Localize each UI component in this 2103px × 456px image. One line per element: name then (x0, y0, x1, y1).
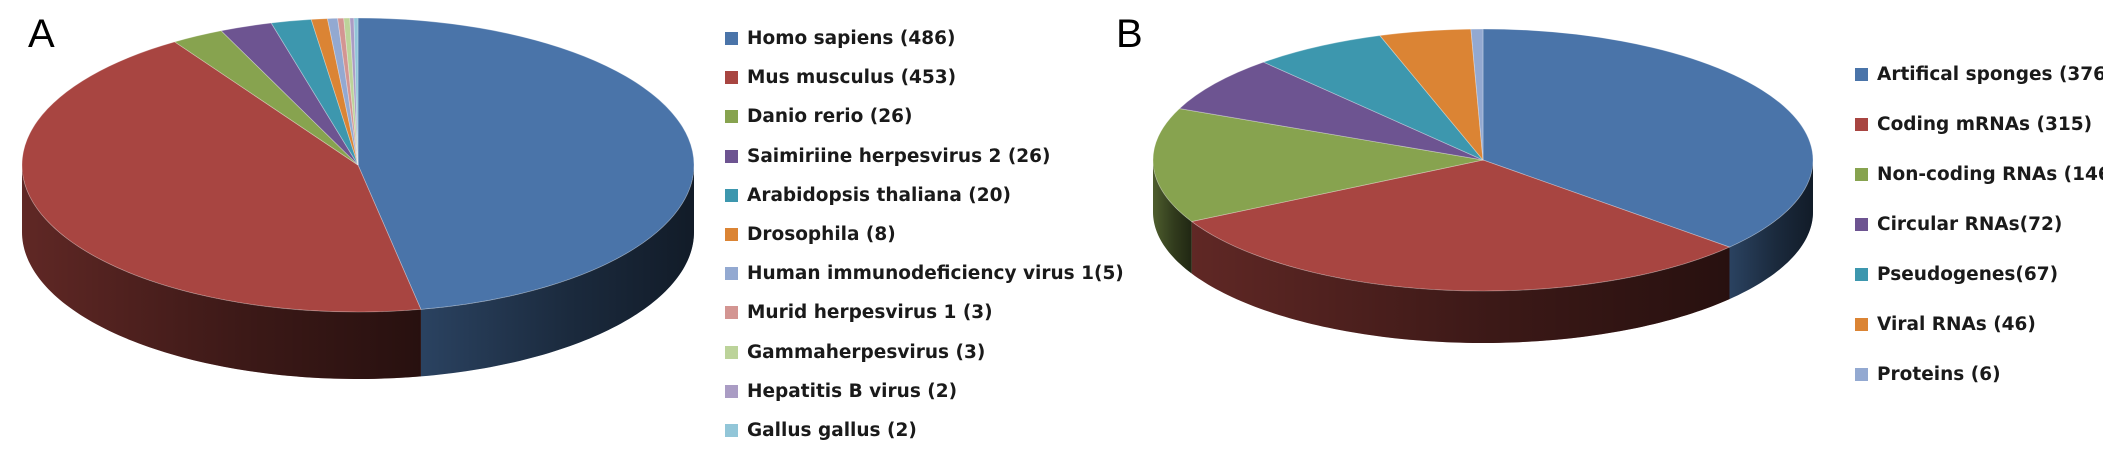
legend-a: Homo sapiens (486) Mus musculus (453) Dani… (725, 28, 1124, 448)
pie-a-legend-label: Gallus gallus (2) (747, 420, 917, 441)
pie-a-legend-item: Human immunodeficiency virus 1(5) (725, 263, 1124, 284)
pie-a-legend-label: Saimiriine herpesvirus 2 (26) (747, 145, 1051, 167)
pie-b-legend-item: Artifical sponges (376) (1855, 64, 2103, 85)
pie-a-legend-swatch (725, 149, 738, 163)
pie-a-legend-swatch (725, 228, 738, 241)
pie-b-legend-swatch (1855, 68, 1868, 81)
panel-label-b: B (1116, 12, 1143, 56)
pie-a-legend-swatch (725, 71, 738, 85)
pie-b-legend-label: Pseudogenes(67) (1877, 264, 2059, 285)
pie-b-side-shade-0 (1729, 160, 1813, 300)
pie-b-legend-swatch (1855, 218, 1868, 231)
panel-label-a: A (28, 12, 55, 56)
pie-b-legend-item: Proteins (6) (1855, 364, 2001, 385)
pie-a-slice-3 (220, 22, 359, 166)
pie-a-legend-label: Gammaherpesvirus (3) (747, 341, 986, 363)
pie-a-legend-item: Mus musculus (453) (725, 67, 956, 88)
pie-a-legend-swatch (725, 110, 738, 124)
pie-a-legend-swatch (725, 188, 738, 202)
pie-a-legend-label: Mus musculus (453) (747, 67, 957, 89)
legend-b: Artifical sponges (376) Coding mRNAs (315… (1855, 64, 2103, 404)
pie-b-legend-item: Circular RNAs(72) (1855, 214, 2062, 235)
pie-a-legend-label: Human immunodeficiency virus 1(5) (747, 263, 1124, 285)
pie-b-slice-2 (1152, 108, 1484, 222)
pie-a-slice-4 (270, 19, 359, 166)
pie-a-legend-item: Murid herpesvirus 1 (3) (725, 302, 993, 323)
pie-b-slice-3 (1178, 61, 1484, 161)
pie-b-legend-label: Circular RNAs(72) (1877, 214, 2063, 235)
pie-a-legend-item: Gallus gallus (2) (725, 420, 917, 441)
pie-a-slice-6 (326, 17, 359, 166)
pie-a-legend-swatch (725, 306, 738, 320)
pie-b-legend-item: Viral RNAs (46) (1855, 314, 2036, 335)
pie-b-legend-item: Pseudogenes(67) (1855, 264, 2058, 285)
pie-a-legend-swatch (725, 267, 738, 281)
pie-a-slice-9 (349, 17, 359, 166)
pie-b-legend-swatch (1855, 268, 1868, 281)
pie-a-slice-8 (343, 17, 359, 166)
pie-a-legend-label: Danio rerio (26) (747, 106, 913, 128)
pie-b-legend-item: Coding mRNAs (315) (1855, 114, 2092, 135)
pie-a-side-shade-0 (420, 165, 694, 377)
pie-a-legend-label: Murid herpesvirus 1 (3) (747, 302, 993, 324)
pie-chart-b (1152, 28, 1814, 343)
pie-b-slice-4 (1262, 35, 1484, 161)
pie-b-legend-item: Non-coding RNAs (146) (1855, 164, 2103, 185)
pie-a-slice-0 (357, 17, 695, 310)
pie-a-legend-item: Gammaherpesvirus (3) (725, 342, 985, 363)
pie-a-slice-10 (353, 17, 359, 166)
pie-a-legend-item: Homo sapiens (486) (725, 28, 955, 49)
pie-b-slice-6 (1470, 28, 1484, 161)
pie-a-legend-swatch (725, 345, 738, 359)
pie-a-legend-item: Saimiriine herpesvirus 2 (26) (725, 146, 1051, 167)
pie-a-slice-2 (173, 30, 359, 166)
pie-a-legend-item: Arabidopsis thaliana (20) (725, 185, 1011, 206)
pie-b-side-shade-1 (1191, 221, 1730, 343)
pie-a-legend-swatch (725, 32, 738, 45)
pie-b-legend-label: Non-coding RNAs (146) (1877, 164, 2103, 185)
pie-b-legend-label: Proteins (6) (1877, 364, 2001, 385)
pie-b-legend-swatch (1855, 118, 1868, 131)
pie-a-legend-swatch (725, 384, 738, 398)
pie-a-legend-label: Hepatitis B virus (2) (747, 380, 958, 402)
pie-a-slice-7 (337, 17, 359, 166)
pie-a-legend-label: Drosophila (8) (747, 224, 896, 245)
pie-b-side-shade-2 (1153, 160, 1192, 274)
pie-chart-a (21, 17, 695, 379)
pie-b-legend-label: Viral RNAs (46) (1877, 314, 2036, 335)
pie-b-legend-swatch (1855, 168, 1868, 181)
pie-b-slice-1 (1190, 159, 1731, 292)
pie-a-legend-item: Drosophila (8) (725, 224, 896, 245)
pie-a-legend-item: Hepatitis B virus (2) (725, 381, 957, 402)
pie-a-legend-label: Arabidopsis thaliana (20) (747, 184, 1011, 206)
pie-b-legend-label: Artifical sponges (376) (1877, 64, 2103, 85)
pie-a-legend-label: Homo sapiens (486) (747, 28, 956, 49)
pie-b-legend-label: Coding mRNAs (315) (1877, 114, 2093, 135)
pie-a-slice-5 (310, 18, 359, 166)
pie-a-side-shade-1 (22, 165, 421, 379)
pie-a-legend-swatch (725, 424, 738, 437)
pie-b-slice-0 (1482, 28, 1814, 248)
pie-a-legend-item: Danio rerio (26) (725, 106, 912, 127)
pie-a-slice-1 (21, 41, 422, 313)
pie-b-legend-swatch (1855, 318, 1868, 331)
pie-b-legend-swatch (1855, 368, 1868, 381)
pie-b-slice-5 (1379, 28, 1484, 162)
